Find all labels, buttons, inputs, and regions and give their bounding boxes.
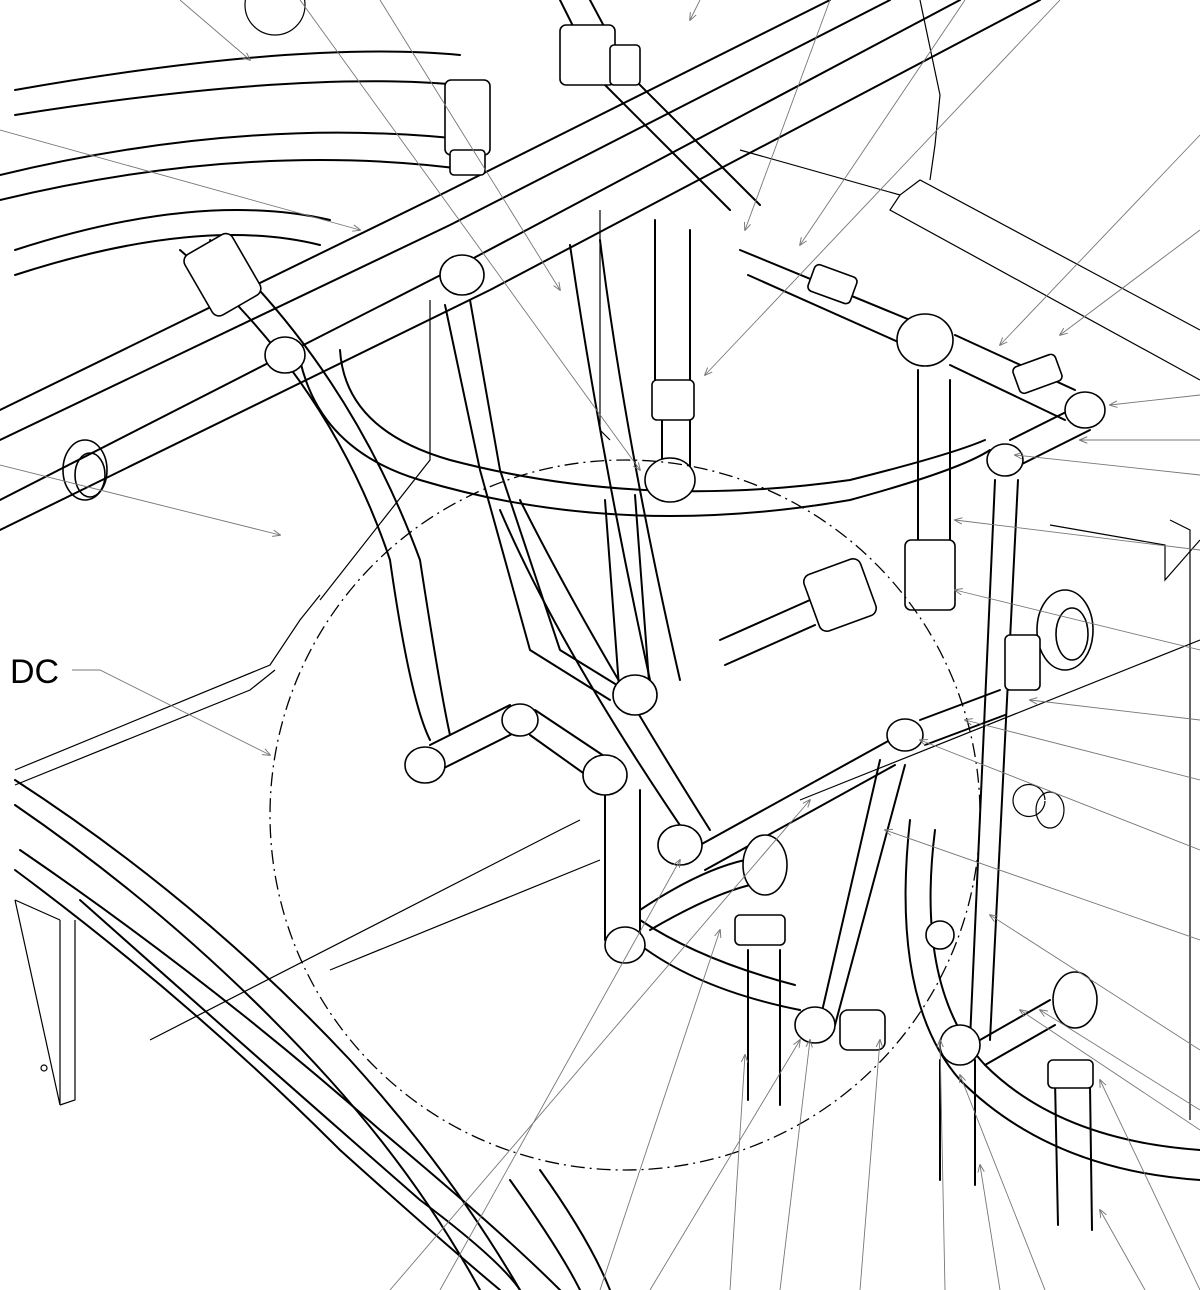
loop-hose: [179, 239, 991, 741]
rigid-pipe-network: [429, 219, 1093, 1231]
upper-hoses: [0, 0, 1041, 531]
dc-label: DC: [10, 653, 59, 691]
fittings: [183, 24, 1106, 1089]
dc-callout: DC: [10, 653, 270, 755]
detail-circle: [269, 459, 981, 1171]
lower-hoses: [14, 779, 1200, 1290]
